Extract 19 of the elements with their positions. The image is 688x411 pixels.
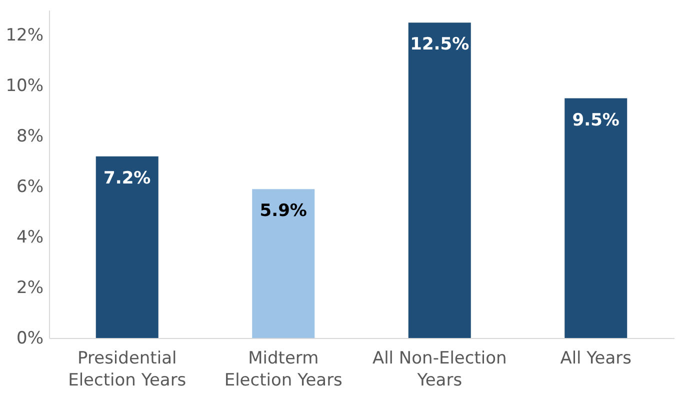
- data-label: 7.2%: [104, 168, 151, 188]
- bar: [252, 189, 315, 338]
- data-label: 12.5%: [410, 34, 470, 55]
- x-tick-label: All Non-Election Years: [372, 348, 507, 390]
- x-tick-label: Midterm Election Years: [224, 348, 343, 390]
- bar: [96, 156, 158, 338]
- x-tick-label: All Years: [560, 348, 632, 368]
- y-tick-label: 6%: [16, 177, 44, 198]
- bar: [564, 98, 628, 338]
- y-tick-label: 4%: [16, 228, 44, 248]
- y-tick-label: 2%: [16, 278, 44, 298]
- y-tick-label: 8%: [16, 126, 44, 147]
- y-tick-label: 12%: [6, 26, 44, 46]
- y-tick-label: 0%: [16, 328, 44, 348]
- data-label: 5.9%: [260, 201, 307, 222]
- x-tick-label: Presidential Election Years: [68, 348, 186, 390]
- bar: [408, 22, 471, 338]
- data-label: 9.5%: [572, 110, 620, 130]
- y-tick-label: 10%: [6, 76, 44, 96]
